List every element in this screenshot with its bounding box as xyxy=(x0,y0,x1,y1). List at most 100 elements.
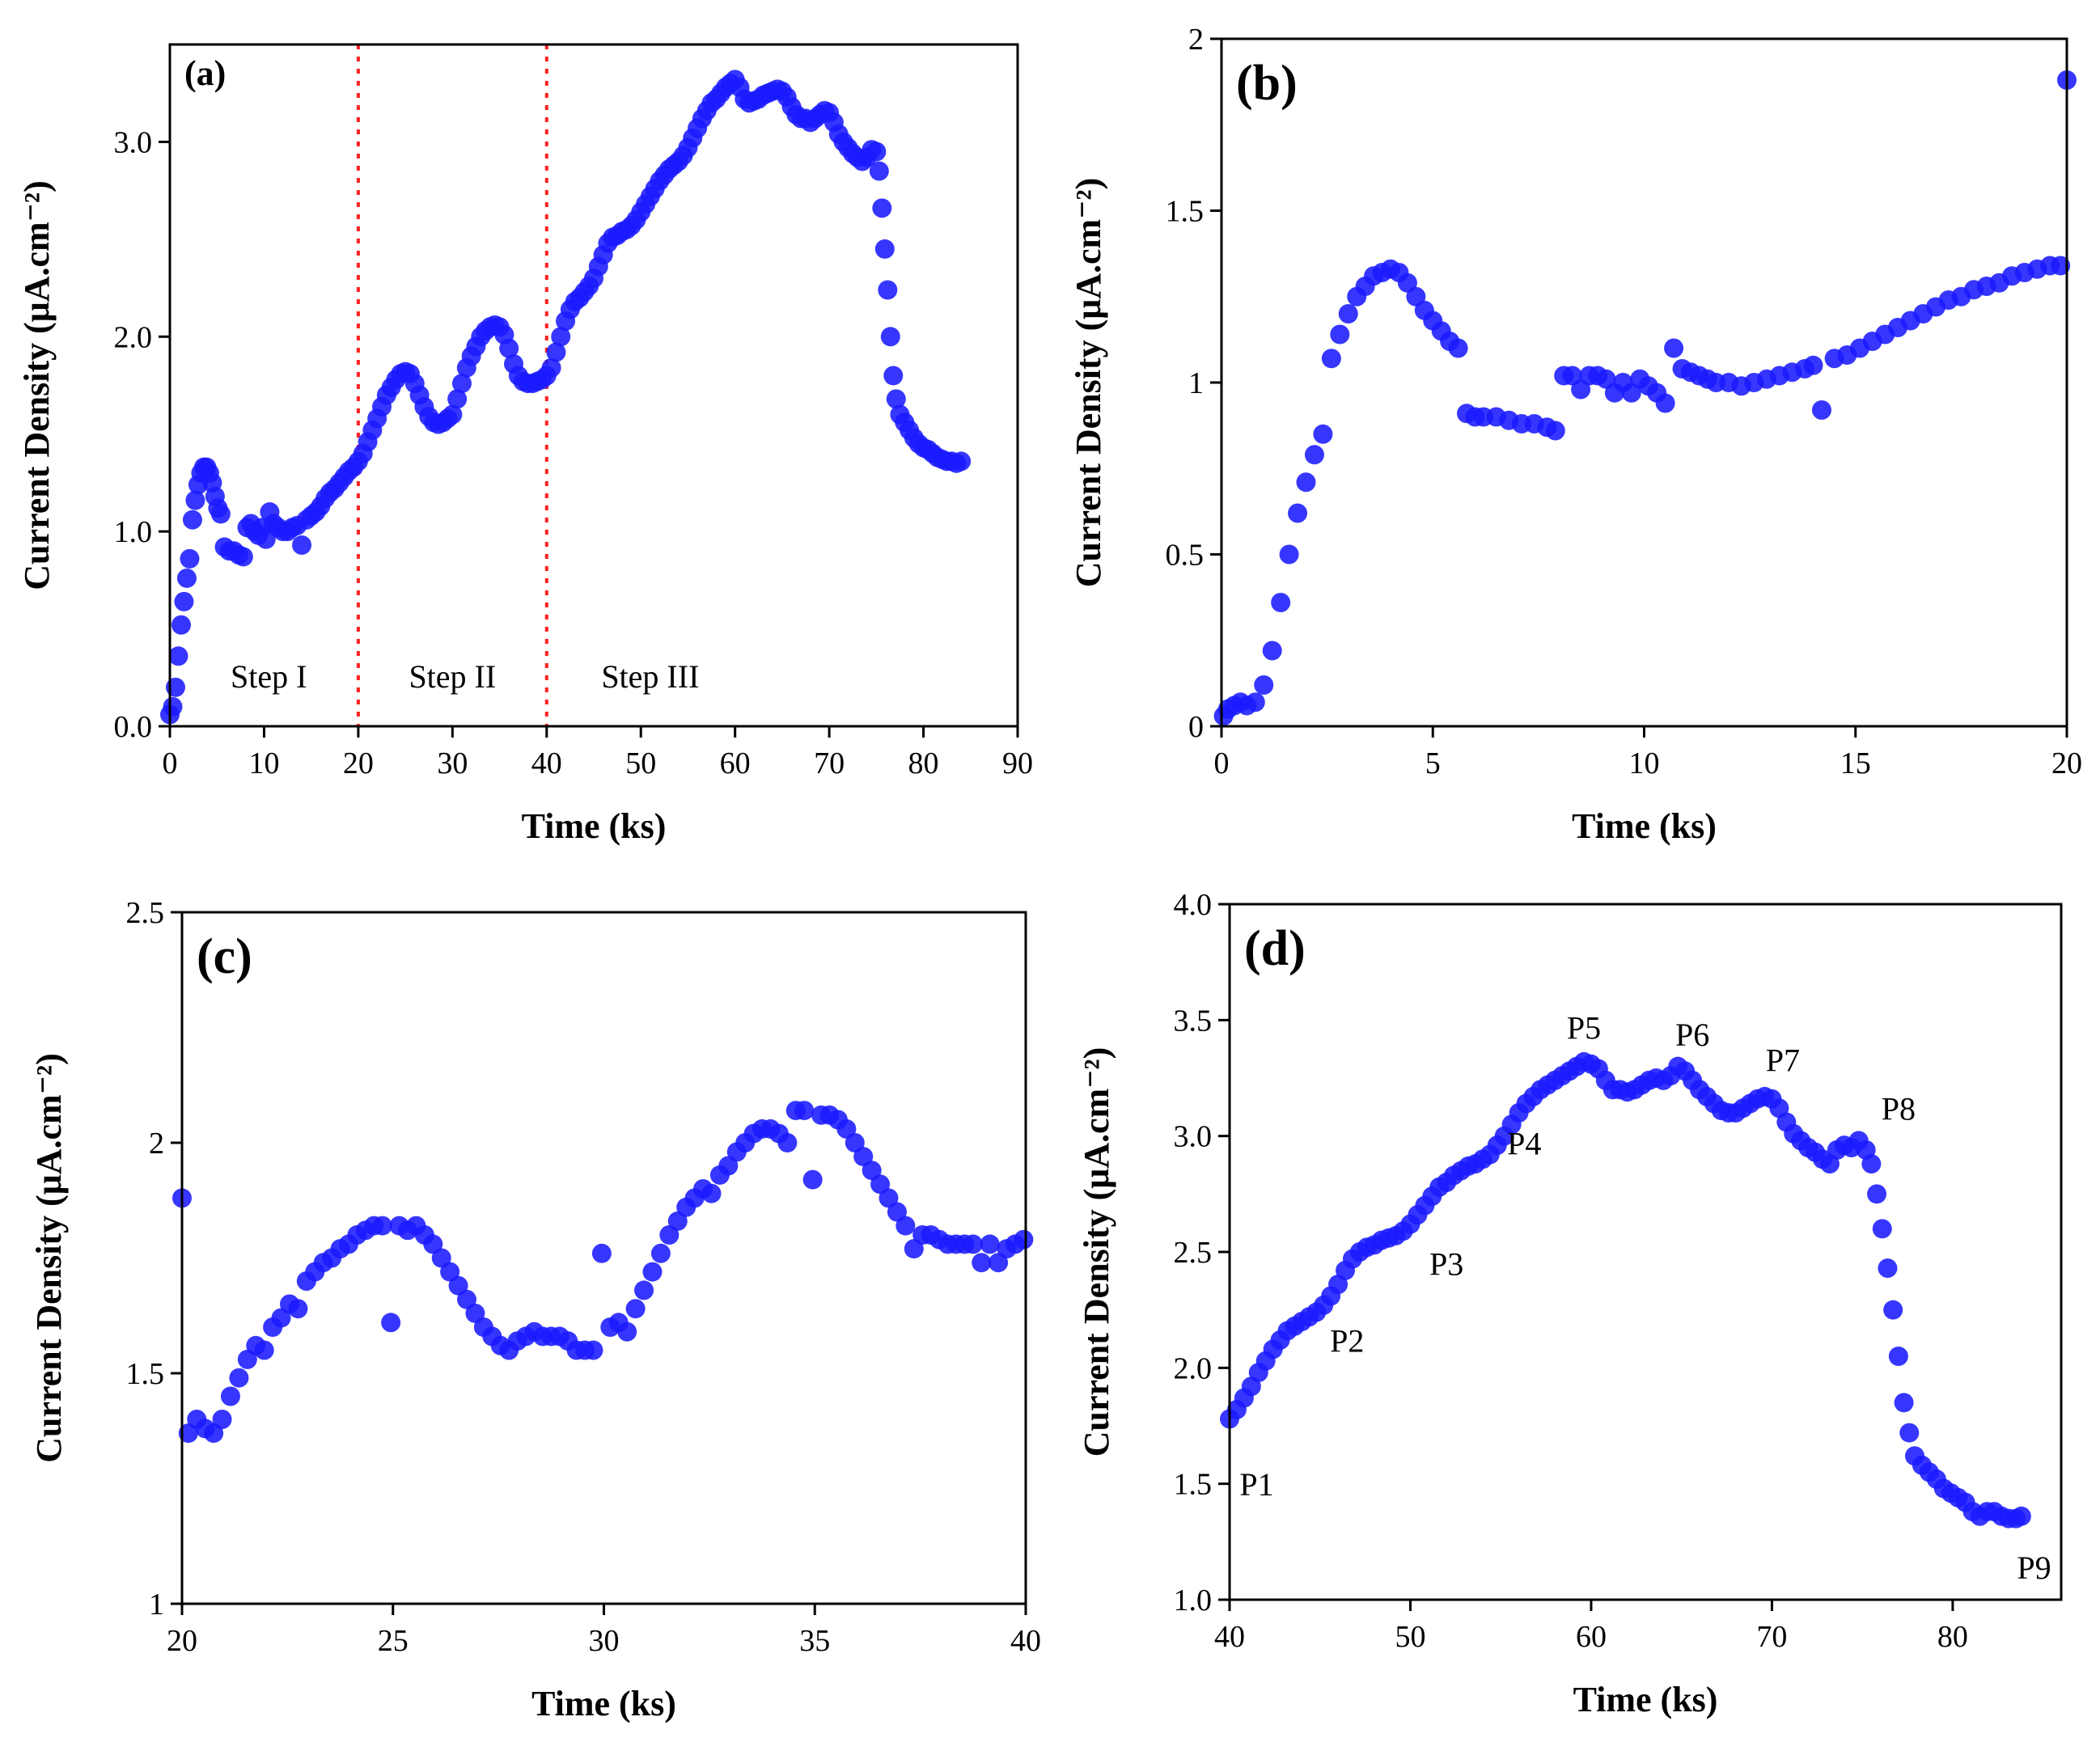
y-axis-label: Current Density (μA.cm⁻²) xyxy=(17,180,57,590)
data-point xyxy=(182,510,202,530)
data-point xyxy=(895,1216,916,1236)
x-tick-label: 0 xyxy=(163,746,178,780)
data-point xyxy=(1655,393,1675,413)
x-tick-label: 40 xyxy=(531,746,562,780)
annotation-label: P7 xyxy=(1766,1042,1800,1078)
data-point xyxy=(872,198,892,218)
data-point xyxy=(372,1216,392,1236)
data-point xyxy=(1894,1393,1914,1413)
data-point xyxy=(883,366,904,386)
x-tick-label: 70 xyxy=(814,746,845,780)
data-point xyxy=(212,1410,232,1429)
data-point xyxy=(381,1313,401,1333)
y-axis-label: Current Density (μA.cm⁻²) xyxy=(1077,1047,1116,1457)
data-point xyxy=(1338,304,1358,323)
data-point xyxy=(591,1243,612,1263)
data-point xyxy=(220,1386,240,1406)
y-tick-label: 3.0 xyxy=(114,125,153,159)
y-tick-label: 2.5 xyxy=(126,896,165,930)
data-point xyxy=(292,535,312,556)
data-point xyxy=(1271,593,1291,612)
y-tick-label: 2 xyxy=(149,1127,164,1161)
data-point xyxy=(1262,641,1282,661)
x-tick-label: 90 xyxy=(1002,746,1033,780)
data-point xyxy=(625,1299,646,1319)
x-tick-label: 80 xyxy=(908,746,939,780)
data-point xyxy=(256,529,276,549)
data-point xyxy=(874,239,895,259)
annotation-label: Step I xyxy=(231,658,307,695)
data-point xyxy=(176,568,197,588)
data-point xyxy=(254,1340,274,1360)
data-point xyxy=(2011,1506,2031,1526)
panel-d: 40 50 60 70 80 1.0 1.5 2.0 2.5 3.0 3.5 4.0 Time (ks)… xyxy=(1077,888,2063,1719)
data-point xyxy=(442,404,463,425)
annotation-label: Step III xyxy=(601,658,699,695)
data-point xyxy=(288,1299,308,1319)
panel-label: (c) xyxy=(197,929,252,984)
x-tick-label: 15 xyxy=(1840,746,1871,780)
data-point xyxy=(1313,424,1333,444)
panel-label: (a) xyxy=(184,53,226,93)
y-tick-label: 1 xyxy=(1188,366,1204,400)
y-tick-label: 2 xyxy=(1188,23,1204,57)
x-tick-label: 35 xyxy=(799,1624,830,1658)
y-tick-label: 2.5 xyxy=(1174,1236,1213,1270)
panel-a: 0 10 20 30 40 50 60 70 80 90 0.0 1.0 2.0 3.0 Time (ks)… xyxy=(17,43,1033,846)
data-point xyxy=(634,1280,654,1300)
y-tick-label: 2.0 xyxy=(114,320,153,354)
data-point xyxy=(1878,1258,1898,1279)
x-tick-label: 10 xyxy=(1629,746,1660,780)
data-point xyxy=(1279,544,1299,565)
annotation-label: P1 xyxy=(1239,1466,1273,1503)
panel-c: 20 25 30 35 40 1 1.5 2 2.5 Time (ks) Current Densi… xyxy=(29,896,1041,1723)
x-tick-label: 50 xyxy=(1395,1620,1425,1654)
x-tick-label: 5 xyxy=(1425,746,1441,780)
y-tick-label: 1.5 xyxy=(1166,195,1205,229)
data-point xyxy=(447,389,468,409)
data-point xyxy=(451,374,472,394)
data-point xyxy=(869,161,889,181)
data-point xyxy=(163,696,183,717)
y-tick-label: 3.5 xyxy=(1174,1004,1213,1038)
y-tick-label: 0.5 xyxy=(1166,539,1205,573)
data-point xyxy=(1330,324,1350,345)
data-point xyxy=(546,342,566,362)
data-point xyxy=(1888,1347,1908,1366)
data-point xyxy=(210,504,231,524)
x-tick-label: 40 xyxy=(1214,1620,1245,1654)
data-point xyxy=(1811,400,1831,420)
x-tick-label: 30 xyxy=(437,746,468,780)
data-point xyxy=(886,389,906,409)
data-point xyxy=(171,615,191,635)
data-point xyxy=(617,1321,637,1342)
data-point xyxy=(1245,692,1265,713)
x-tick-label: 20 xyxy=(343,746,374,780)
data-point xyxy=(1296,472,1316,493)
data-point xyxy=(701,1183,722,1203)
data-point xyxy=(1883,1300,1903,1320)
data-point xyxy=(233,547,253,567)
data-point xyxy=(2051,256,2071,276)
y-tick-label: 4.0 xyxy=(1174,888,1213,922)
data-point xyxy=(794,1101,815,1121)
data-point xyxy=(551,327,571,347)
data-point xyxy=(229,1368,249,1388)
data-point xyxy=(650,1243,671,1263)
panel-label: (b) xyxy=(1236,56,1298,111)
y-tick-label: 1.0 xyxy=(1174,1584,1213,1617)
data-point xyxy=(583,1340,603,1360)
data-point xyxy=(1872,1219,1892,1239)
panel-b: 0 5 10 15 20 0 0.5 1 1.5 2 Time (ks) Current Densit… xyxy=(1069,23,2082,846)
x-tick-label: 20 xyxy=(2051,746,2082,780)
x-tick-label: 10 xyxy=(248,746,279,780)
data-point xyxy=(174,591,194,611)
annotation-label: P3 xyxy=(1429,1246,1463,1283)
x-tick-label: 0 xyxy=(1214,746,1230,780)
x-tick-label: 60 xyxy=(1576,1620,1607,1654)
data-points xyxy=(160,70,972,725)
annotation-label: P9 xyxy=(2017,1550,2051,1586)
data-point xyxy=(1321,349,1341,369)
y-tick-label: 0.0 xyxy=(114,710,153,744)
annotation-label: P5 xyxy=(1567,1009,1601,1046)
